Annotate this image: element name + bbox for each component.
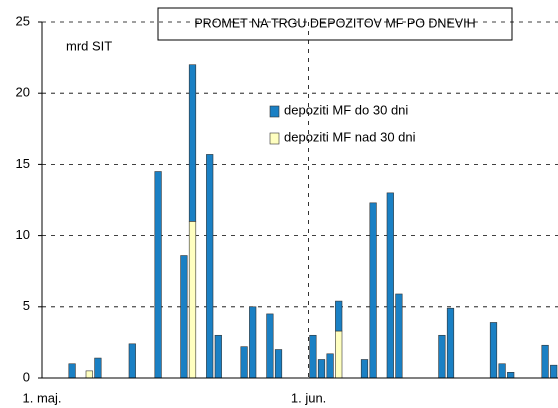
chart-title: PROMET NA TRGU DEPOZITOV MF PO DNEVIH: [194, 16, 475, 30]
bar: [317, 359, 326, 379]
bar: [128, 343, 136, 379]
bar: [446, 307, 455, 379]
x-tick-label: 1. jun.: [291, 390, 326, 405]
bar: [326, 353, 334, 379]
bar: [206, 154, 214, 379]
bar: [386, 192, 394, 379]
y-tick-label: 0: [23, 369, 30, 384]
bar: [85, 370, 93, 379]
y-tick-label: 15: [16, 156, 30, 171]
bar: [249, 306, 257, 379]
bar: [360, 359, 369, 379]
y-tick-label: 10: [16, 227, 30, 242]
legend-swatch: [269, 132, 280, 145]
bar: [240, 346, 248, 379]
bar: [507, 372, 515, 379]
legend-label: depoziti MF nad 30 dni: [284, 129, 416, 144]
bar: [335, 330, 343, 379]
bar: [498, 363, 506, 379]
bar: [68, 363, 76, 379]
bar: [266, 313, 274, 379]
bar: [154, 171, 162, 379]
bar: [335, 300, 343, 332]
bar: [550, 364, 558, 379]
bar: [395, 293, 403, 379]
y-tick-label: 25: [16, 13, 30, 28]
y-tick-label: 20: [16, 85, 30, 100]
bar: [274, 349, 283, 379]
bar: [309, 334, 317, 379]
bar: [541, 344, 549, 379]
legend-swatch: [269, 105, 280, 118]
bar: [180, 255, 188, 379]
bar: [94, 357, 102, 379]
legend-label: depoziti MF do 30 dni: [284, 102, 408, 117]
bar: [188, 221, 197, 379]
bar: [214, 334, 222, 379]
bar: [188, 64, 197, 222]
bar: [438, 334, 446, 379]
x-tick-label: 1. maj.: [22, 390, 61, 405]
y-tick-label: 5: [23, 298, 30, 313]
y-axis-label: mrd SIT: [66, 38, 112, 53]
bar: [489, 322, 498, 379]
bar: [369, 202, 377, 379]
title-box: [157, 7, 513, 41]
